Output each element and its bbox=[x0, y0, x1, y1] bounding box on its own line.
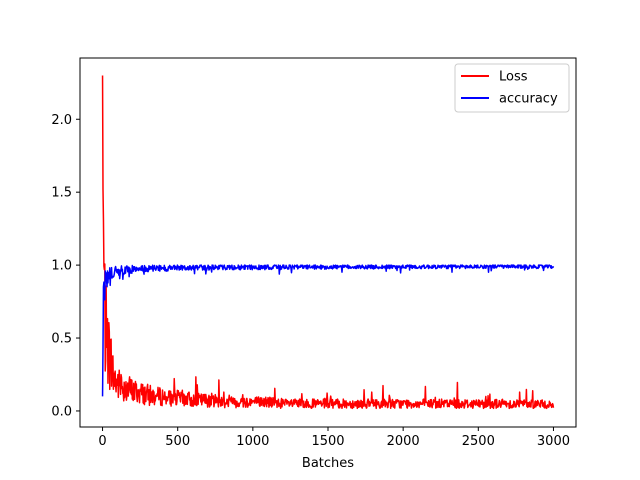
y-axis: 0.0 0.5 1.0 1.5 2.0 bbox=[51, 113, 80, 419]
y-tick-label: 0.0 bbox=[51, 404, 72, 419]
x-axis: 0 500 1000 1500 2000 2500 3000 bbox=[98, 427, 570, 449]
legend-label-loss: Loss bbox=[499, 70, 528, 85]
x-tick-label: 0 bbox=[98, 434, 106, 449]
x-tick-label: 2000 bbox=[387, 434, 420, 449]
series-line-loss bbox=[101, 75, 555, 410]
y-tick-label: 1.0 bbox=[51, 259, 72, 274]
y-tick-label: 2.0 bbox=[51, 113, 72, 128]
series-line-accuracy bbox=[101, 264, 555, 397]
legend: Loss accuracy bbox=[454, 63, 570, 113]
x-tick-label: 2500 bbox=[462, 434, 495, 449]
x-axis-title: Batches bbox=[302, 456, 354, 471]
x-tick-label: 3000 bbox=[537, 434, 570, 449]
x-tick-label: 1500 bbox=[311, 434, 344, 449]
legend-label-accuracy: accuracy bbox=[499, 92, 558, 107]
plot-background bbox=[80, 58, 576, 427]
y-tick-label: 0.5 bbox=[51, 332, 72, 347]
plot-area bbox=[79, 57, 577, 428]
x-tick-label: 500 bbox=[165, 434, 190, 449]
y-tick-label: 1.5 bbox=[51, 186, 72, 201]
x-tick-label: 1000 bbox=[236, 434, 269, 449]
